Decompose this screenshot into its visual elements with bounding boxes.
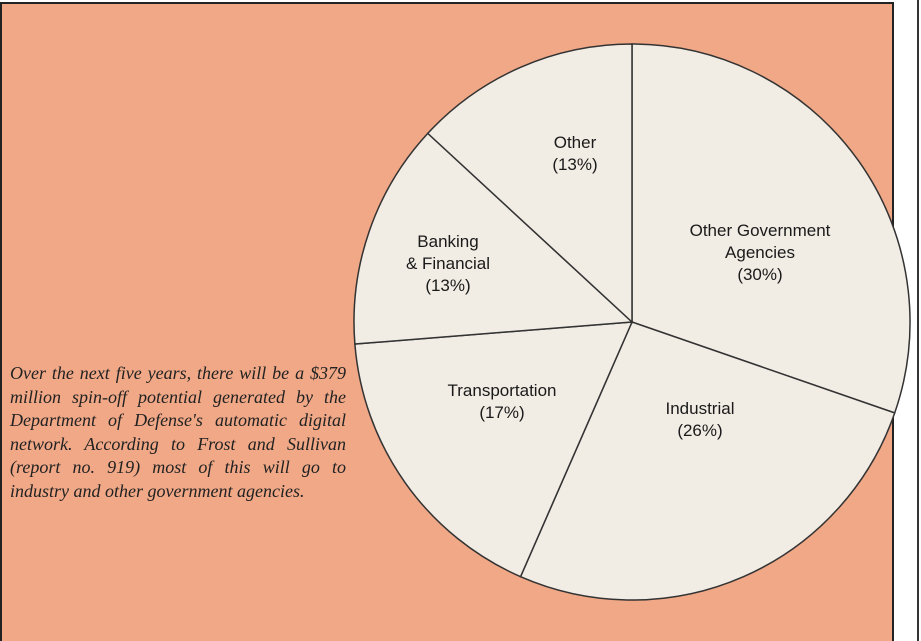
value-label: (30%): [737, 265, 782, 284]
value-label: (13%): [425, 276, 470, 295]
slice-label: Other Government Agencies: [690, 221, 831, 262]
value-label: (17%): [479, 403, 524, 422]
slice-label: Banking & Financial: [406, 232, 490, 273]
slice-label: Other: [554, 133, 597, 152]
pie-slice: [631, 43, 911, 414]
caption: Over the next five years, there will be …: [10, 363, 346, 501]
value-label: (26%): [677, 421, 722, 440]
pie-slice: [426, 43, 633, 324]
pie: Other Government Agencies (30%) Industrial (…: [353, 43, 911, 601]
pie-slice: [353, 132, 634, 345]
pie-slice: [354, 321, 634, 578]
pie-slice: [519, 321, 896, 601]
slice-label: Transportation: [448, 381, 557, 400]
value-label: (13%): [552, 155, 597, 174]
slice-label: Industrial: [666, 399, 735, 418]
